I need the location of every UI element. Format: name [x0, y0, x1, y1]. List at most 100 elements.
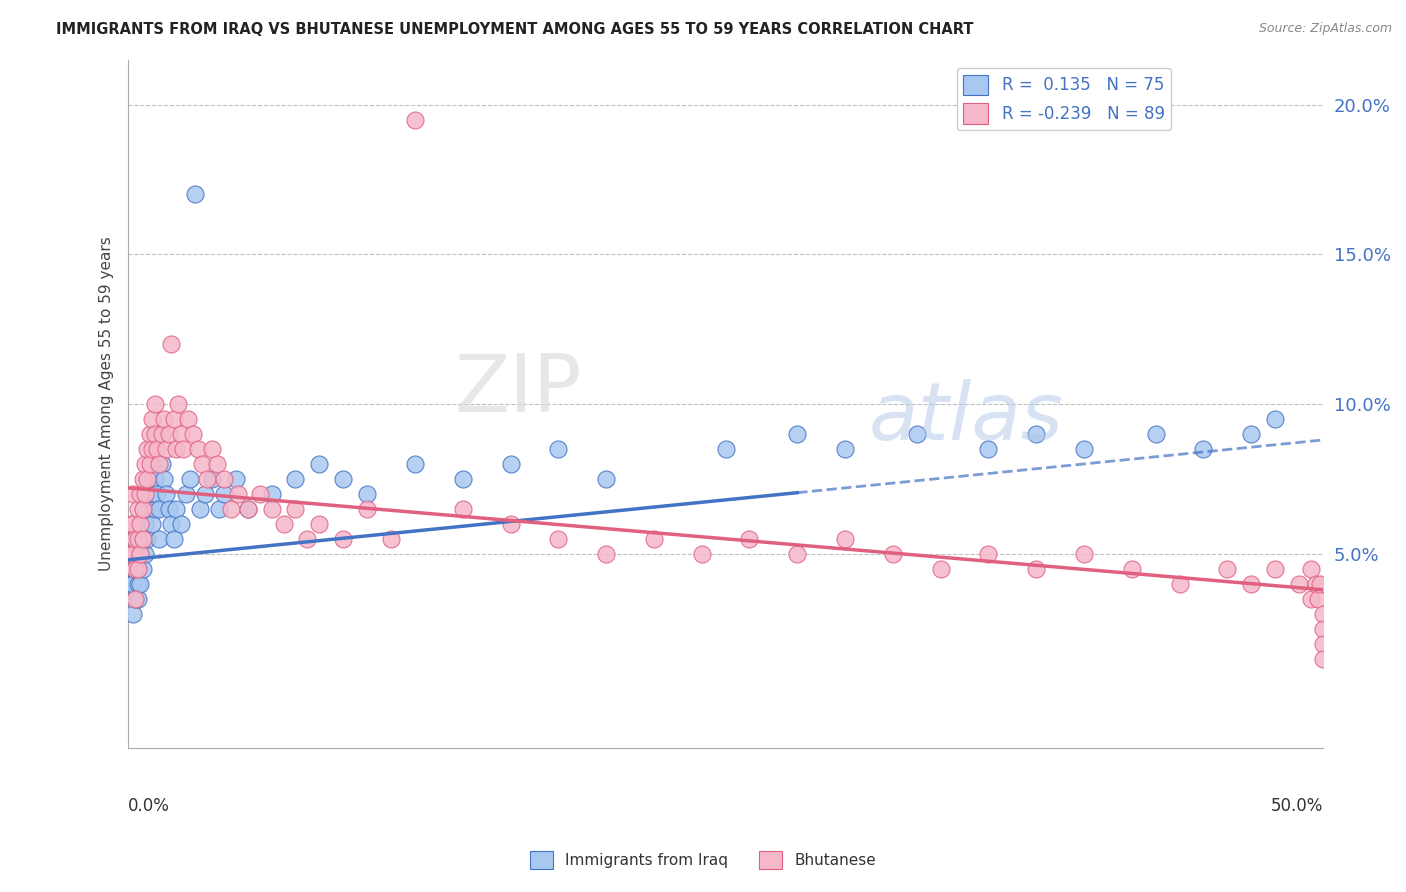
- Text: atlas: atlas: [869, 379, 1064, 457]
- Point: [127, 501, 149, 516]
- Point: [165, 501, 187, 516]
- Point: [1306, 591, 1329, 606]
- Point: [143, 427, 166, 442]
- Point: [124, 532, 146, 546]
- Point: [191, 457, 214, 471]
- Point: [136, 501, 159, 516]
- Point: [124, 532, 146, 546]
- Point: [120, 547, 142, 561]
- Point: [150, 427, 173, 442]
- Point: [141, 516, 163, 531]
- Point: [120, 576, 142, 591]
- Point: [131, 501, 153, 516]
- Point: [595, 472, 617, 486]
- Point: [1192, 442, 1215, 456]
- Point: [273, 516, 295, 531]
- Point: [141, 442, 163, 456]
- Point: [131, 472, 153, 486]
- Point: [1264, 412, 1286, 426]
- Point: [163, 412, 186, 426]
- Point: [219, 501, 242, 516]
- Point: [155, 487, 177, 501]
- Point: [148, 457, 170, 471]
- Point: [124, 591, 146, 606]
- Point: [136, 472, 159, 486]
- Point: [122, 547, 145, 561]
- Point: [1025, 427, 1047, 442]
- Point: [170, 427, 193, 442]
- Point: [188, 501, 211, 516]
- Point: [131, 532, 153, 546]
- Text: Source: ZipAtlas.com: Source: ZipAtlas.com: [1258, 22, 1392, 36]
- Point: [134, 487, 156, 501]
- Point: [1073, 442, 1095, 456]
- Point: [284, 501, 307, 516]
- Point: [1073, 547, 1095, 561]
- Point: [127, 591, 149, 606]
- Point: [134, 516, 156, 531]
- Point: [141, 487, 163, 501]
- Point: [208, 501, 231, 516]
- Point: [129, 532, 152, 546]
- Point: [139, 501, 162, 516]
- Point: [404, 457, 426, 471]
- Point: [1309, 576, 1331, 591]
- Point: [308, 457, 330, 471]
- Point: [1305, 576, 1327, 591]
- Point: [139, 472, 162, 486]
- Point: [157, 501, 180, 516]
- Point: [714, 442, 737, 456]
- Point: [184, 187, 207, 202]
- Point: [174, 487, 197, 501]
- Point: [308, 516, 330, 531]
- Point: [124, 562, 146, 576]
- Point: [153, 472, 176, 486]
- Point: [163, 532, 186, 546]
- Point: [451, 472, 474, 486]
- Point: [1299, 591, 1322, 606]
- Point: [143, 397, 166, 411]
- Point: [122, 516, 145, 531]
- Point: [165, 442, 187, 456]
- Point: [186, 442, 208, 456]
- Point: [547, 532, 569, 546]
- Point: [977, 442, 1000, 456]
- Point: [1121, 562, 1143, 576]
- Point: [155, 442, 177, 456]
- Point: [120, 547, 142, 561]
- Point: [260, 501, 283, 516]
- Point: [1299, 562, 1322, 576]
- Point: [157, 427, 180, 442]
- Point: [356, 501, 378, 516]
- Point: [167, 397, 190, 411]
- Point: [225, 472, 247, 486]
- Point: [122, 516, 145, 531]
- Point: [260, 487, 283, 501]
- Text: IMMIGRANTS FROM IRAQ VS BHUTANESE UNEMPLOYMENT AMONG AGES 55 TO 59 YEARS CORRELA: IMMIGRANTS FROM IRAQ VS BHUTANESE UNEMPL…: [56, 22, 974, 37]
- Point: [150, 457, 173, 471]
- Point: [127, 547, 149, 561]
- Point: [129, 516, 152, 531]
- Point: [1312, 637, 1334, 651]
- Point: [1264, 562, 1286, 576]
- Point: [738, 532, 761, 546]
- Point: [136, 442, 159, 456]
- Point: [451, 501, 474, 516]
- Point: [356, 487, 378, 501]
- Point: [127, 562, 149, 576]
- Point: [136, 532, 159, 546]
- Point: [139, 457, 162, 471]
- Point: [1168, 576, 1191, 591]
- Point: [212, 472, 235, 486]
- Point: [332, 472, 354, 486]
- Point: [153, 412, 176, 426]
- Point: [1312, 607, 1334, 621]
- Point: [1312, 651, 1334, 665]
- Point: [181, 427, 204, 442]
- Point: [690, 547, 713, 561]
- Point: [124, 591, 146, 606]
- Point: [134, 457, 156, 471]
- Point: [148, 501, 170, 516]
- Point: [786, 547, 808, 561]
- Point: [380, 532, 402, 546]
